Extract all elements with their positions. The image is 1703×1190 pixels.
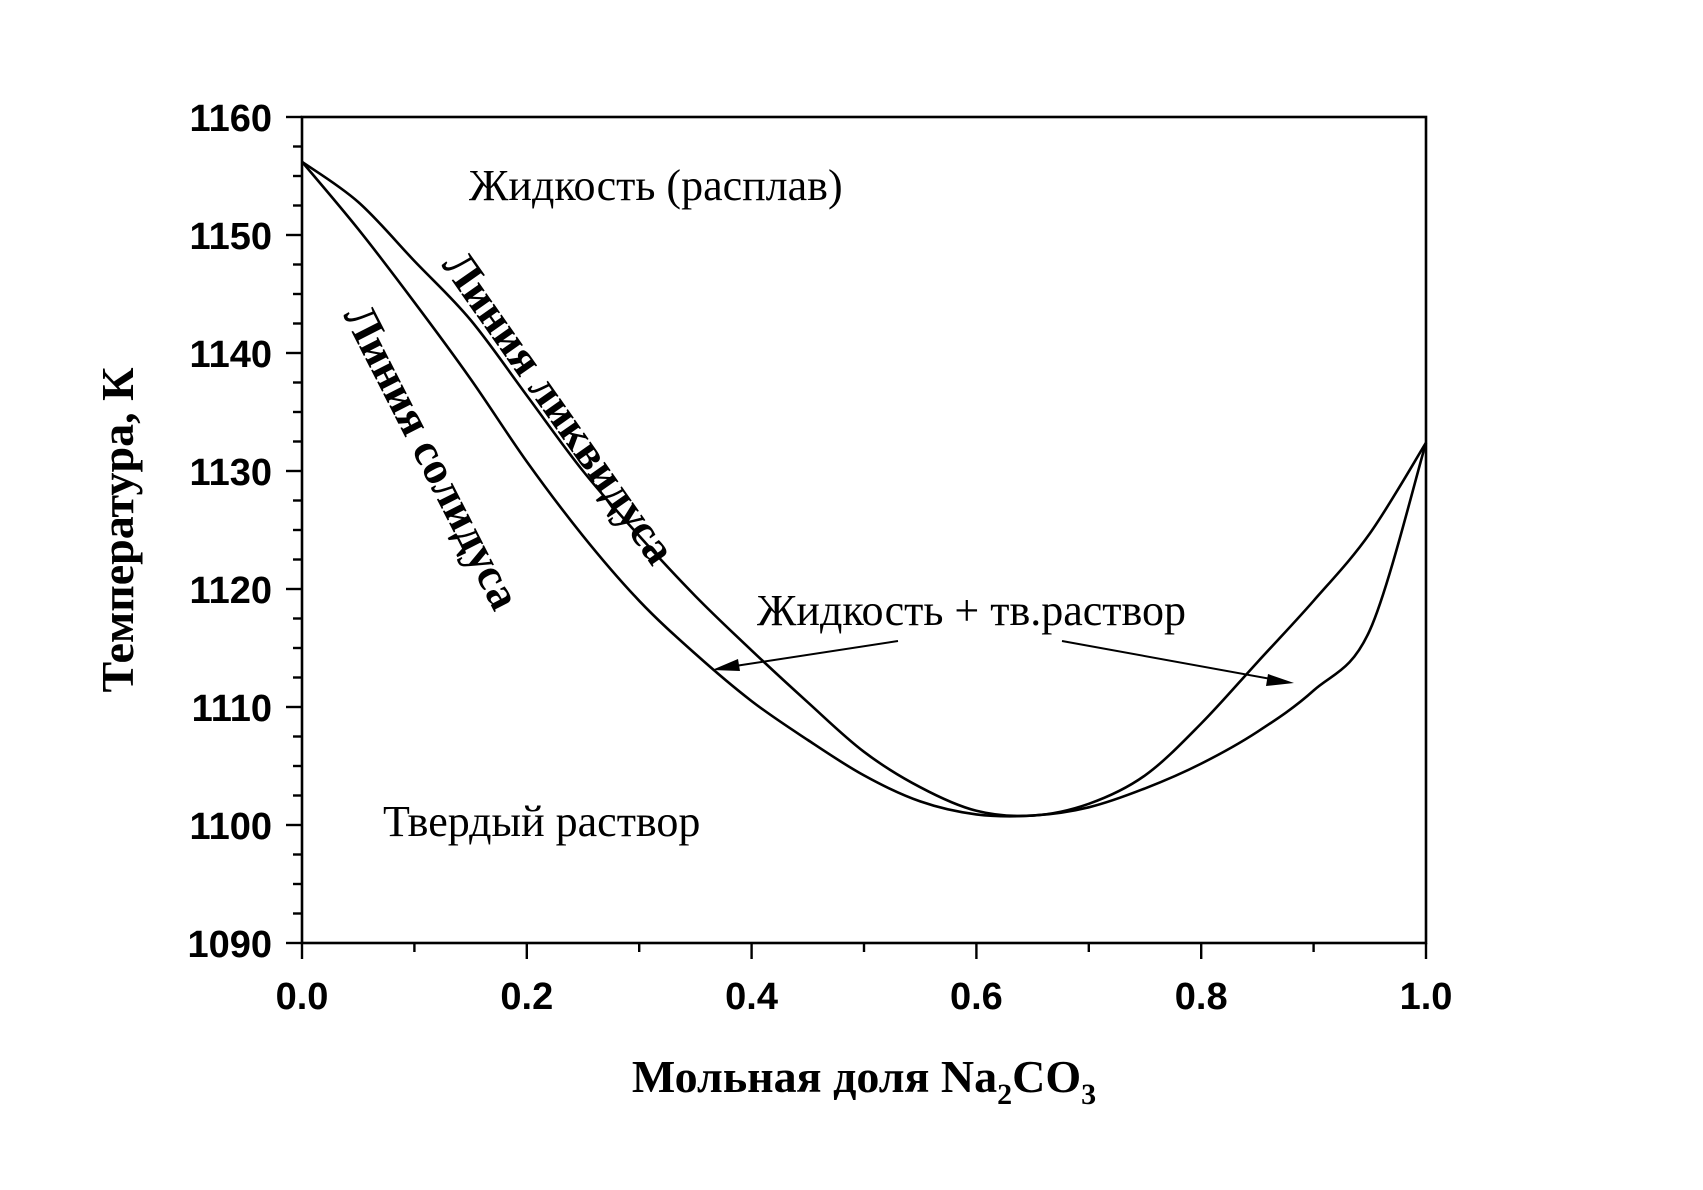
x-tick-label: 0.2 bbox=[500, 976, 553, 1018]
y-tick-label: 1110 bbox=[192, 688, 272, 730]
y-tick-label: 1160 bbox=[190, 98, 272, 140]
y-tick-label: 1090 bbox=[187, 924, 272, 966]
plot-frame bbox=[300, 115, 1428, 945]
y-tick-label: 1140 bbox=[190, 334, 272, 376]
x-axis-title: Мольная доля Na2CO3 bbox=[632, 1051, 1096, 1111]
y-tick-label: 1130 bbox=[190, 452, 272, 494]
x-tick-label: 0.6 bbox=[950, 976, 1003, 1018]
x-axis-title-sub1: 2 bbox=[997, 1078, 1012, 1111]
phase-curves bbox=[301, 160, 1428, 818]
two-phase-arrow-right bbox=[1061, 640, 1294, 686]
y-axis-title: Температура, К bbox=[92, 368, 143, 693]
two-phase-region-label: Жидкость + тв.раствор bbox=[757, 586, 1186, 635]
solidus-curve bbox=[301, 160, 1428, 818]
x-tick-label: 1.0 bbox=[1400, 976, 1453, 1018]
solid-region-label: Твердый раствор bbox=[383, 797, 700, 846]
y-tick-label: 1150 bbox=[190, 216, 272, 258]
x-axis-title-mid: CO bbox=[1012, 1051, 1081, 1102]
two-phase-arrow-left bbox=[712, 640, 899, 671]
axis-ticks bbox=[286, 115, 1428, 959]
liquid-region-label: Жидкость (расплав) bbox=[469, 161, 843, 210]
x-axis-title-sub2: 3 bbox=[1081, 1078, 1096, 1111]
x-axis-title-main: Мольная доля Na bbox=[632, 1051, 997, 1102]
liquidus-curve bbox=[301, 160, 1428, 818]
y-tick-label: 1100 bbox=[190, 806, 272, 848]
x-tick-label: 0.8 bbox=[1175, 976, 1228, 1018]
x-tick-label: 0.4 bbox=[725, 976, 778, 1018]
axis-tick-labels: 0.0 0.2 0.4 0.6 0.8 1.0 1090 1100 1110 1120 1130 11… bbox=[187, 98, 1452, 1018]
x-tick-label: 0.0 bbox=[276, 976, 329, 1018]
y-tick-label: 1120 bbox=[190, 570, 272, 612]
